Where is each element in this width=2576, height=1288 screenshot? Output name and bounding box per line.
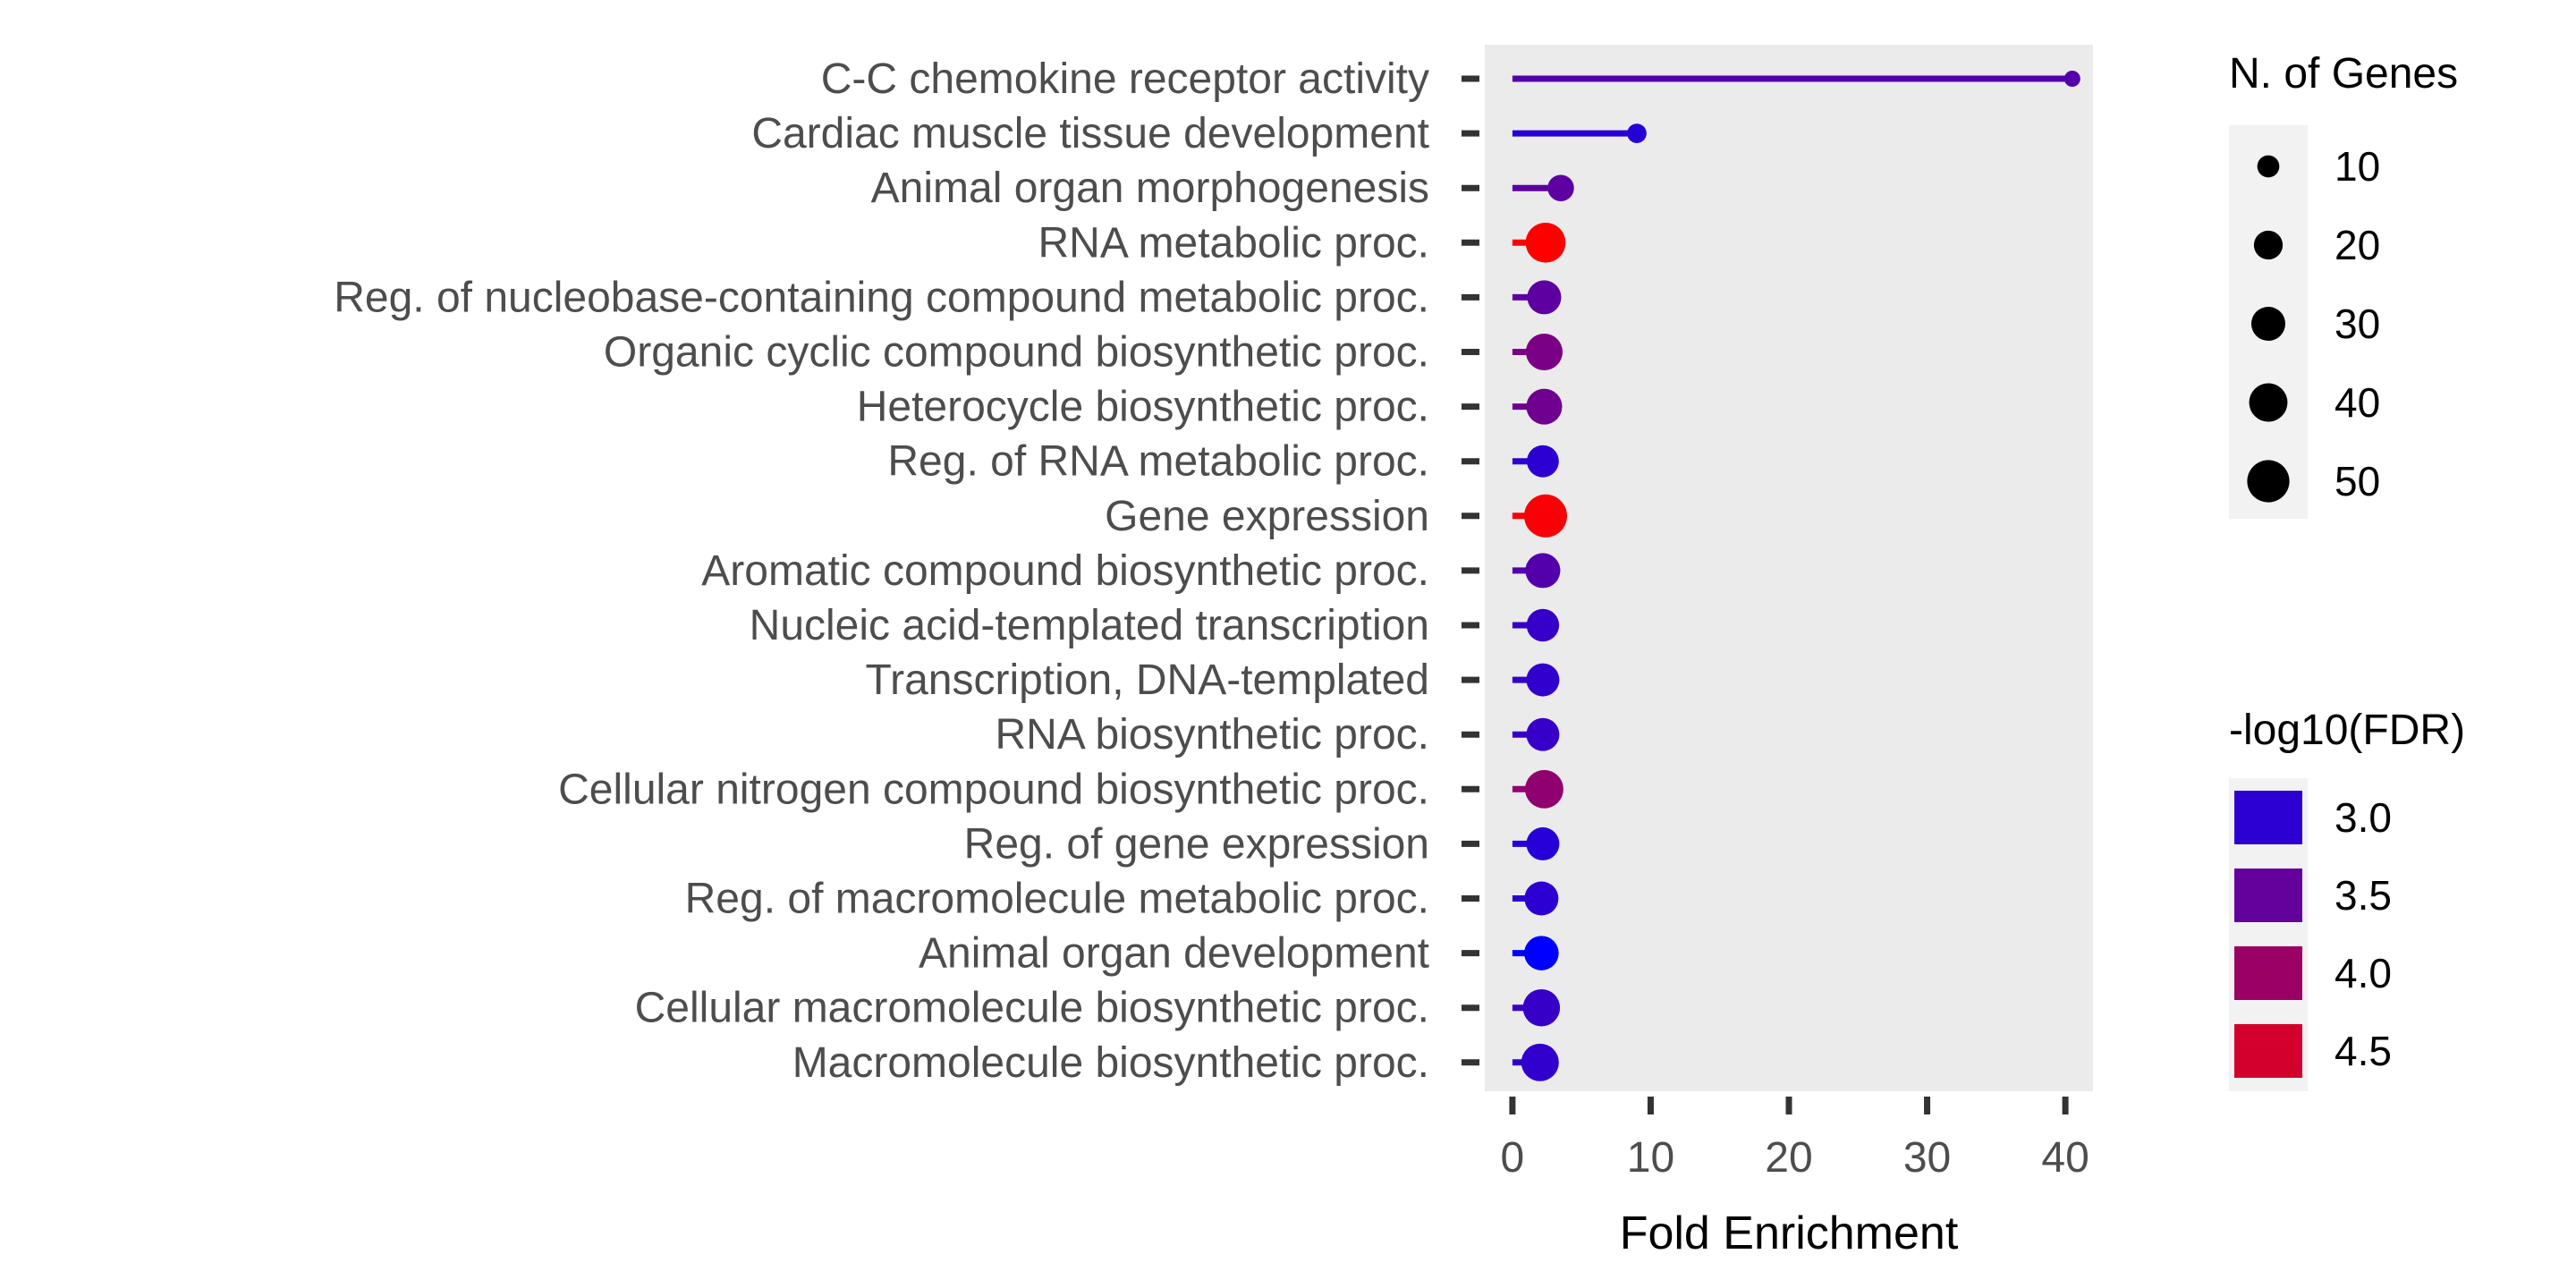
lollipop-point bbox=[1627, 123, 1647, 143]
color-legend-key bbox=[2234, 1024, 2302, 1078]
category-label: Aromatic compound biosynthetic proc. bbox=[701, 547, 1429, 595]
category-label: RNA biosynthetic proc. bbox=[995, 711, 1429, 758]
category-label: Cellular macromolecule biosynthetic proc… bbox=[635, 985, 1429, 1032]
category-label: Animal organ development bbox=[919, 930, 1429, 978]
lollipop-point bbox=[1524, 494, 1567, 538]
color-legend-label: 4.0 bbox=[2334, 950, 2392, 996]
category-label: Gene expression bbox=[1105, 493, 1429, 540]
category-label: Animal organ morphogenesis bbox=[871, 165, 1429, 212]
x-tick-label: 30 bbox=[1903, 1134, 1951, 1182]
lollipop-point bbox=[1525, 553, 1561, 589]
color-legend-key bbox=[2234, 946, 2302, 1000]
lollipop-point bbox=[1527, 280, 1562, 315]
category-label: Cardiac muscle tissue development bbox=[751, 110, 1429, 157]
color-legend-label: 4.5 bbox=[2334, 1028, 2392, 1074]
color-legend-label: 3.5 bbox=[2334, 872, 2392, 919]
x-tick-label: 0 bbox=[1501, 1134, 1525, 1182]
x-axis: 0 10 20 30 40 bbox=[1501, 1097, 2089, 1182]
category-label: Reg. of gene expression bbox=[964, 820, 1429, 868]
category-label: Reg. of macromolecule metabolic proc. bbox=[685, 876, 1429, 923]
category-label: RNA metabolic proc. bbox=[1038, 219, 1429, 267]
lollipop-point bbox=[1525, 222, 1566, 263]
lollipop-point bbox=[1547, 174, 1574, 201]
category-label: Heterocycle biosynthetic proc. bbox=[857, 384, 1429, 431]
size-legend-key bbox=[2253, 230, 2284, 260]
size-legend-title: N. of Genes bbox=[2229, 50, 2458, 97]
lollipop-point bbox=[1524, 881, 1559, 916]
x-axis-title: Fold Enrichment bbox=[1620, 1208, 1959, 1259]
category-label: C-C chemokine receptor activity bbox=[821, 55, 1429, 103]
size-legend-key bbox=[2250, 306, 2286, 342]
x-tick-label: 20 bbox=[1765, 1134, 1812, 1182]
size-legend: N. of Genes 10 20 30 40 50 bbox=[2229, 50, 2458, 519]
lollipop-point bbox=[1522, 988, 1561, 1027]
category-label: Reg. of RNA metabolic proc. bbox=[887, 438, 1429, 486]
x-tick-label: 10 bbox=[1627, 1134, 1674, 1182]
category-label: Macromolecule biosynthetic proc. bbox=[792, 1039, 1429, 1087]
category-label: Reg. of nucleobase-containing compound m… bbox=[334, 274, 1429, 321]
y-axis: C-C chemokine receptor activity Cardiac m… bbox=[334, 55, 1479, 1087]
size-legend-label: 40 bbox=[2334, 379, 2380, 426]
category-label: Transcription, DNA-templated bbox=[866, 657, 1429, 704]
lollipop-point bbox=[1526, 445, 1559, 478]
category-label: Cellular nitrogen compound biosynthetic … bbox=[558, 766, 1429, 813]
x-tick-label: 40 bbox=[2041, 1134, 2089, 1182]
lollipop-point bbox=[1526, 388, 1563, 425]
lollipop-point bbox=[1526, 826, 1560, 860]
lollipop-point bbox=[2063, 71, 2080, 87]
lollipop-point bbox=[1525, 769, 1563, 809]
lollipop-point bbox=[1525, 333, 1563, 371]
lollipop-point bbox=[1526, 608, 1560, 642]
lollipop-point bbox=[1524, 936, 1559, 970]
size-legend-key bbox=[2249, 383, 2288, 422]
size-legend-label: 20 bbox=[2334, 222, 2380, 268]
color-legend-key bbox=[2234, 869, 2302, 922]
color-legend: -log10(FDR) 3.0 3.5 4.0 4.5 bbox=[2229, 707, 2465, 1091]
size-legend-key bbox=[2247, 460, 2290, 503]
size-legend-label: 50 bbox=[2334, 458, 2380, 504]
category-label: Nucleic acid-templated transcription bbox=[750, 602, 1429, 649]
size-legend-key bbox=[2257, 155, 2280, 178]
lollipop-point bbox=[1526, 717, 1560, 751]
color-legend-title: -log10(FDR) bbox=[2229, 707, 2465, 754]
category-label: Organic cyclic compound biosynthetic pro… bbox=[604, 329, 1429, 377]
lollipop-point bbox=[1526, 663, 1560, 697]
plot-panel bbox=[1485, 45, 2093, 1091]
lollipop-points bbox=[1521, 71, 2080, 1081]
lollipop-point bbox=[1521, 1043, 1559, 1081]
color-legend-label: 3.0 bbox=[2334, 794, 2392, 841]
size-legend-label: 10 bbox=[2334, 143, 2380, 190]
size-legend-label: 30 bbox=[2334, 301, 2380, 347]
color-legend-key bbox=[2234, 791, 2302, 844]
